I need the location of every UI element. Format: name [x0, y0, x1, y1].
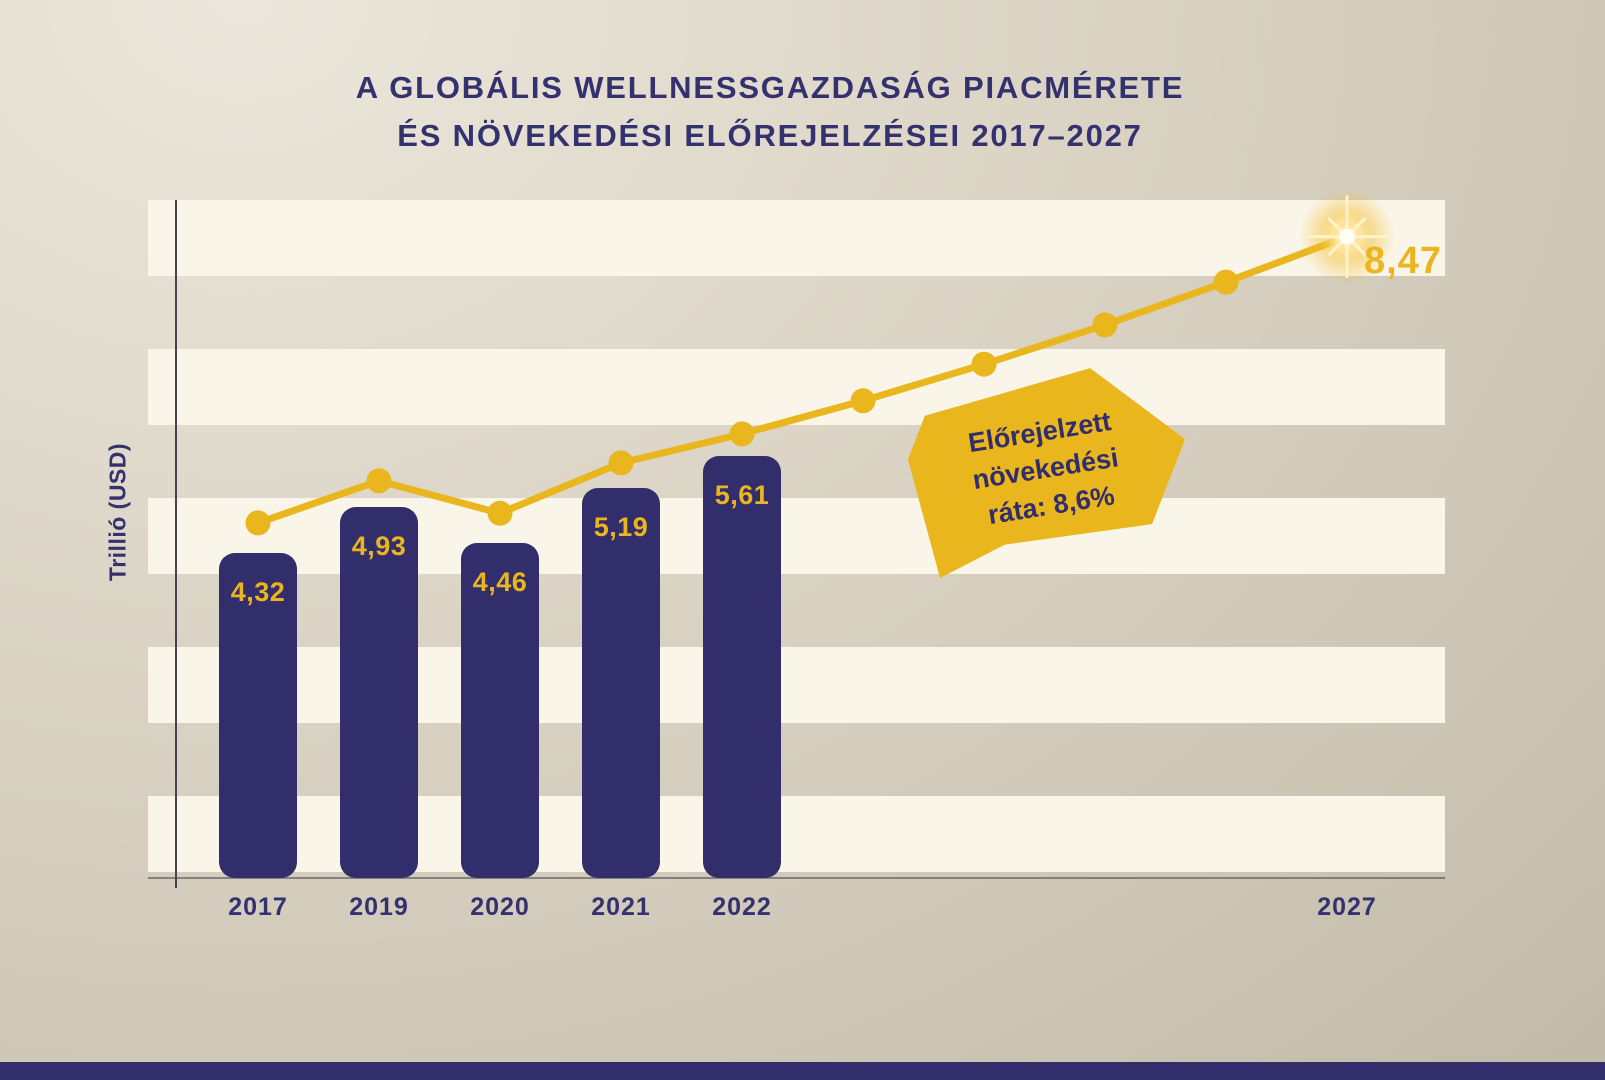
- bar-2022: 5,61: [703, 456, 781, 878]
- trend-dot-2026: [1213, 269, 1239, 295]
- starburst-icon: [1299, 188, 1395, 285]
- x-tick-2020: 2020: [470, 893, 530, 921]
- trend-dot-2023: [850, 388, 876, 414]
- x-tick-2017: 2017: [228, 893, 288, 921]
- bar-2021: 5,19: [582, 487, 660, 878]
- x-axis-line: [148, 877, 1445, 879]
- bar-2020: 4,46: [461, 542, 539, 878]
- starburst-ray: [1351, 217, 1367, 232]
- x-tick-2022: 2022: [712, 893, 772, 921]
- page-title-line1: A GLOBÁLIS WELLNESSGAZDASÁG PIACMÉRETE: [355, 70, 1185, 105]
- bar-value-label: 4,93: [351, 531, 407, 562]
- grid-stripe: [148, 349, 1445, 425]
- bar-2019: 4,93: [340, 507, 418, 878]
- trend-dot-2017: [245, 510, 271, 536]
- bar-value-label: 5,61: [714, 480, 770, 511]
- bar-2017: 4,32: [219, 553, 297, 878]
- final-value-label: 8,47: [1364, 240, 1442, 282]
- x-tick-2019: 2019: [349, 893, 409, 921]
- starburst-ray: [1351, 241, 1367, 256]
- trend-dot-2022: [729, 421, 755, 447]
- trend-polyline: [254, 233, 1351, 527]
- bar-value-label: 4,32: [230, 577, 286, 608]
- trend-dot-2019: [366, 468, 392, 494]
- trend-dot-2020: [487, 500, 513, 526]
- footer-bar: [0, 1062, 1605, 1080]
- page-title-line2: ÉS NÖVEKEDÉSI ELŐREJELZÉSEI 2017–2027: [397, 118, 1143, 153]
- bar-value-label: 5,19: [593, 511, 649, 542]
- grid-stripe: [148, 200, 1445, 276]
- trend-dots: [245, 269, 1239, 536]
- starburst-ray: [1327, 217, 1343, 232]
- page-title: A GLOBÁLIS WELLNESSGAZDASÁG PIACMÉRETE É…: [0, 64, 1540, 160]
- bar-value-label: 4,46: [472, 566, 528, 597]
- trend-dot-2021: [608, 450, 634, 476]
- x-tick-2027: 2027: [1317, 893, 1377, 921]
- trend-dot-2025: [1092, 312, 1118, 338]
- trend-dot-2024: [971, 351, 997, 377]
- x-tick-2021: 2021: [591, 893, 651, 921]
- starburst-ray: [1327, 241, 1343, 256]
- trend-line: [254, 233, 1351, 527]
- y-axis-line: [175, 200, 177, 888]
- starburst-core: [1339, 228, 1355, 245]
